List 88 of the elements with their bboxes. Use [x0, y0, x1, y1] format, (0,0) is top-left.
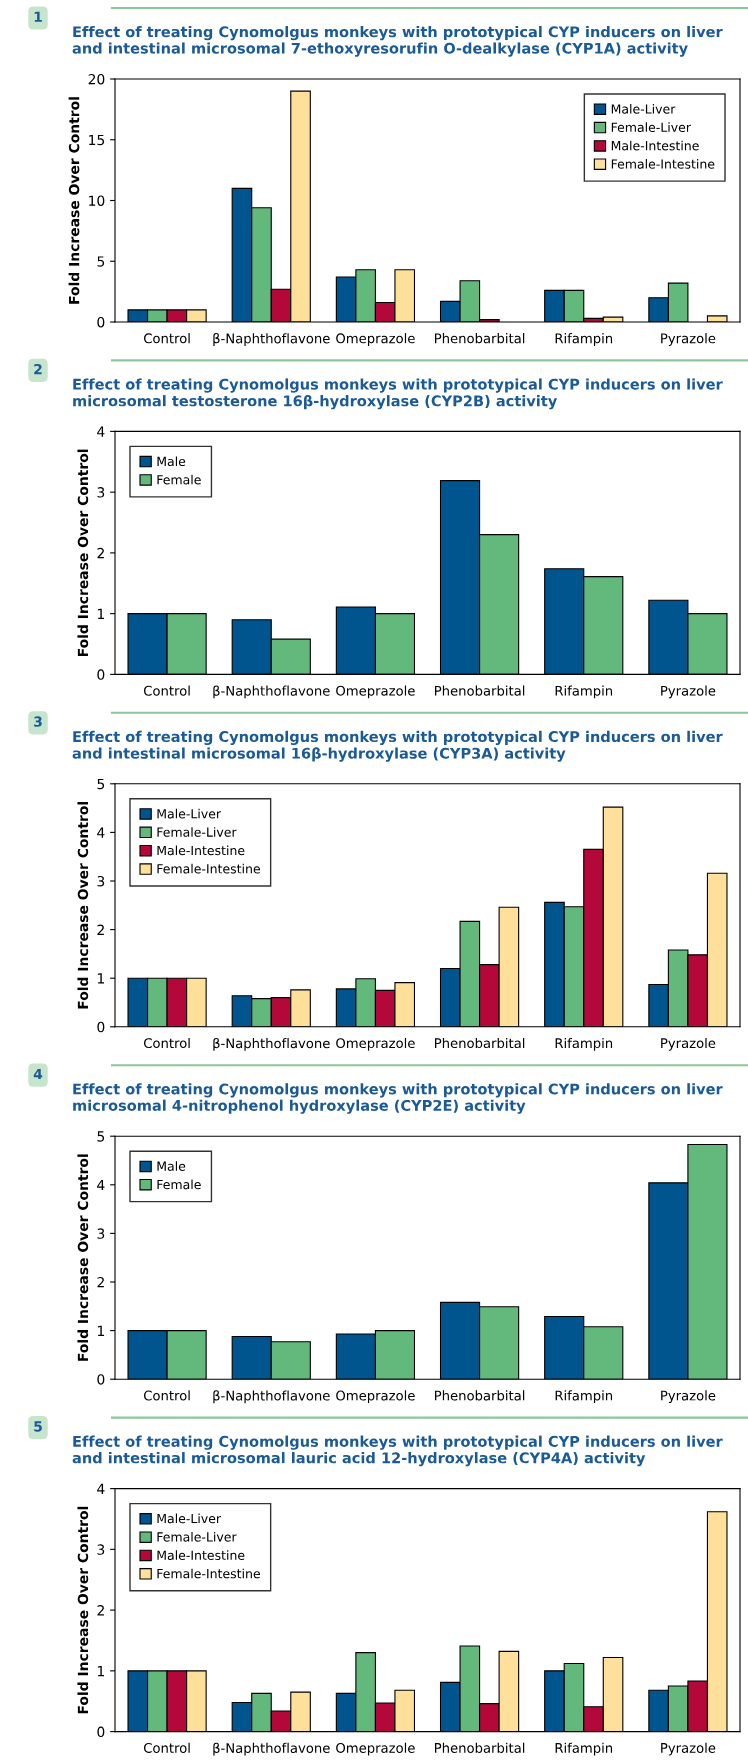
x-tick-label: Rifampin: [555, 333, 613, 346]
legend-label: Female-Liver: [157, 827, 237, 837]
legend-label: Male-Intestine: [157, 845, 245, 856]
y-tick-label: 0: [97, 1726, 105, 1738]
y-axis-title: Fold Increase Over Control: [77, 1506, 89, 1714]
x-tick-label: Rifampin: [555, 1390, 613, 1404]
y-tick-label: 2: [97, 924, 104, 935]
x-tick-label: Control: [143, 1742, 190, 1753]
y-tick-label: 0: [97, 1021, 105, 1033]
x-tick-label: Phenobarbital: [435, 1390, 525, 1401]
y-tick-label: 3: [97, 1228, 105, 1239]
y-tick-label: 0: [97, 316, 105, 328]
x-tick-label: Pyrazole: [661, 685, 716, 699]
x-tick-label: Phenobarbital: [435, 1037, 525, 1049]
y-tick-label: 3: [97, 487, 105, 498]
legend-label: Female-Liver: [611, 122, 691, 133]
x-tick-label: Control: [143, 1390, 190, 1401]
y-tick-label: 0: [97, 1374, 105, 1385]
y-tick-label: 3: [97, 875, 105, 887]
x-tick-label: β-Naphthoflavone: [213, 1390, 330, 1404]
legend-label: Male-Intestine: [157, 1550, 245, 1560]
y-tick-label: 15: [89, 134, 105, 146]
y-tick-label: 20: [88, 73, 105, 85]
legend-label: Male-Liver: [157, 1513, 222, 1524]
chart-title: Effect of treating Cynomolgus monkeys with prototypical CYP inducers on liver microsomal testosterone 16β-hydroxylase (CYP2B) activity: [73, 378, 723, 410]
x-tick-label: β-Naphthoflavone: [213, 685, 330, 699]
text: 2: [34, 363, 42, 375]
chart-title: Effect of treating Cynomolgus monkeys with prototypical CYP inducers on liver and intestinal microsomal 16β-hydroxylase (CYP3A) activity: [72, 730, 723, 762]
y-tick-label: 3: [97, 1544, 105, 1555]
x-tick-label: β-Naphthoflavone: [213, 1037, 330, 1051]
x-tick-label: Omeprazole: [336, 1390, 415, 1404]
y-tick-label: 5: [97, 778, 105, 790]
text: 3: [34, 716, 42, 727]
legend-label: Male-Intestine: [611, 140, 699, 151]
y-tick-label: 4: [97, 827, 105, 838]
x-tick-label: Pyrazole: [661, 333, 716, 346]
x-tick-label: Omeprazole: [336, 1037, 415, 1051]
y-tick-label: 1: [97, 608, 104, 619]
x-tick-label: Phenobarbital: [435, 333, 525, 344]
x-tick-label: Pyrazole: [661, 1390, 716, 1404]
legend-label: Male: [157, 1161, 186, 1171]
legend-label: Female-Intestine: [611, 159, 715, 169]
chart-title: Effect of treating Cynomolgus monkeys with prototypical CYP inducers on liver and intestinal microsomal 7-ethoxyresorufin O-dealkylase (CYP1A) activity: [72, 26, 723, 57]
x-tick-label: Control: [143, 1037, 190, 1049]
legend-label: Female-Intestine: [157, 863, 260, 874]
y-tick-label: 5: [97, 256, 105, 267]
y-tick-label: 2: [97, 547, 104, 559]
legend-label: Female: [157, 474, 201, 485]
y-tick-label: 4: [97, 1483, 105, 1494]
legend-label: Female-Liver: [157, 1531, 237, 1542]
x-tick-label: Rifampin: [555, 1742, 613, 1756]
x-tick-label: Pyrazole: [661, 1742, 716, 1756]
legend-label: Male-Liver: [157, 808, 222, 819]
x-tick-label: Rifampin: [555, 685, 613, 699]
x-tick-label: Omeprazole: [336, 333, 415, 346]
legend-label: Female-Intestine: [157, 1568, 260, 1579]
legend-label: Male: [157, 456, 186, 467]
x-tick-label: Rifampin: [555, 1037, 613, 1051]
x-tick-label: Omeprazole: [336, 685, 415, 699]
y-axis-title: Fold Increase Over Control: [68, 97, 80, 304]
y-tick-label: 4: [97, 426, 105, 437]
chart-title: Effect of treating Cynomolgus monkeys with prototypical CYP inducers on liver and intestinal microsomal lauric acid 12-hydroxylase (CYP4A) activity: [72, 1435, 723, 1467]
x-tick-label: Control: [143, 333, 190, 344]
y-tick-label: 2: [97, 1276, 104, 1288]
y-tick-label: 0: [97, 669, 105, 680]
y-axis-title: Fold Increase Over Control: [77, 1154, 89, 1361]
x-tick-label: Omeprazole: [336, 1742, 415, 1756]
y-tick-label: 5: [97, 1131, 105, 1142]
y-axis-title: Fold Increase Over Control: [77, 449, 89, 657]
y-tick-label: 10: [89, 195, 105, 206]
x-tick-label: β-Naphthoflavone: [213, 1742, 330, 1756]
text: 5: [34, 1421, 42, 1432]
text: 1: [34, 11, 42, 22]
y-tick-label: 1: [97, 973, 104, 984]
y-tick-label: 1: [97, 1325, 104, 1336]
x-tick-label: β-Naphthoflavone: [213, 333, 330, 346]
y-tick-label: 4: [97, 1179, 105, 1191]
chart-title: Effect of treating Cynomolgus monkeys with prototypical CYP inducers on liver microsomal 4-nitrophenol hydroxylase (CYP2E) activity: [73, 1083, 723, 1114]
legend-label: Female: [157, 1179, 201, 1190]
legend-label: Male-Liver: [611, 104, 676, 114]
y-tick-label: 2: [97, 1605, 104, 1616]
x-tick-label: Phenobarbital: [435, 1742, 525, 1753]
x-tick-label: Pyrazole: [661, 1037, 716, 1051]
y-axis-title: Fold Increase Over Control: [77, 802, 89, 1009]
x-tick-label: Control: [143, 685, 190, 696]
y-tick-label: 1: [97, 1666, 104, 1677]
text: 4: [33, 1068, 43, 1080]
x-tick-label: Phenobarbital: [435, 685, 525, 696]
